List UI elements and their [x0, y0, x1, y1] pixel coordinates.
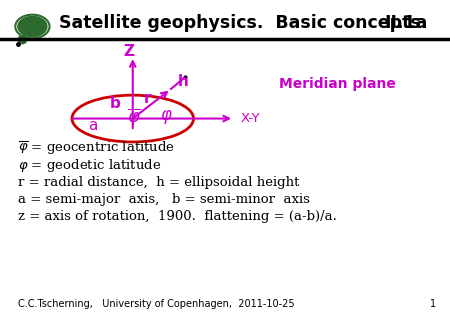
Text: 1: 1 — [430, 299, 436, 309]
Text: a: a — [89, 118, 98, 133]
Text: r: r — [144, 91, 151, 106]
Text: II.1a: II.1a — [385, 14, 428, 32]
Text: a = semi-major  axis,   b = semi-minor  axis: a = semi-major axis, b = semi-minor axis — [18, 193, 310, 206]
Text: h: h — [178, 74, 189, 89]
Text: Z: Z — [124, 44, 135, 59]
Text: b: b — [110, 96, 121, 111]
Text: Satellite geophysics.  Basic concepts.: Satellite geophysics. Basic concepts. — [59, 14, 427, 32]
Text: $\varphi$: $\varphi$ — [160, 108, 173, 126]
Text: $\varphi$ = geodetic latitude: $\varphi$ = geodetic latitude — [18, 157, 161, 174]
Text: $\overline{\varphi}$ = geocentric latitude: $\overline{\varphi}$ = geocentric latitu… — [18, 139, 175, 157]
Text: r = radial distance,  h = ellipsoidal height: r = radial distance, h = ellipsoidal hei… — [18, 176, 299, 189]
Text: Meridian plane: Meridian plane — [279, 77, 396, 91]
Text: X-Y: X-Y — [241, 112, 261, 125]
Text: $\overline{\varphi}$: $\overline{\varphi}$ — [127, 106, 140, 128]
Text: z = axis of rotation,  1900.  flattening = (a-b)/a.: z = axis of rotation, 1900. flattening =… — [18, 210, 337, 223]
Text: C.C.Tscherning,   University of Copenhagen,  2011-10-25: C.C.Tscherning, University of Copenhagen… — [18, 299, 295, 309]
Circle shape — [18, 17, 47, 37]
